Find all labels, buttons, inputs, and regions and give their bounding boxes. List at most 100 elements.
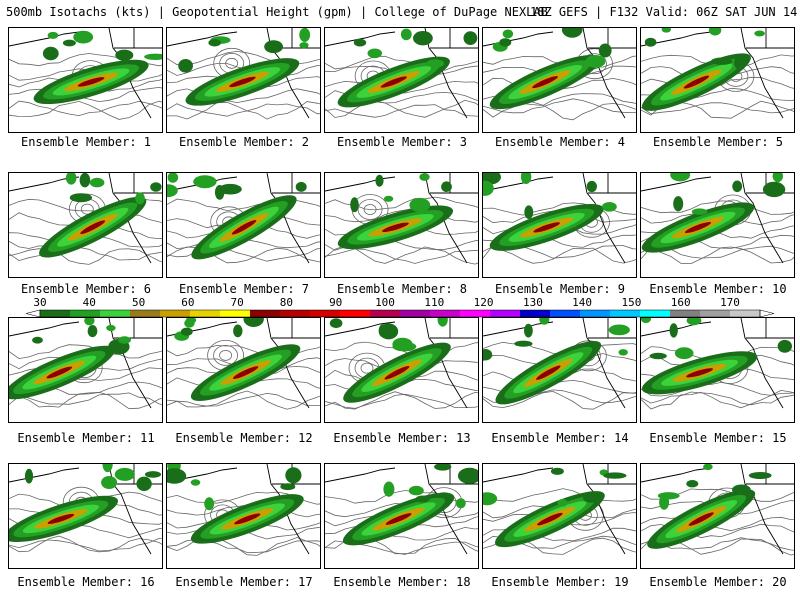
isotach-jet (489, 28, 612, 110)
isotach-jet (9, 464, 162, 543)
colorbar-segment (610, 310, 641, 317)
isotach-jet (641, 28, 765, 111)
isotach-jet (33, 30, 162, 105)
colorbar-segment (400, 310, 431, 317)
isotach-jet (337, 173, 454, 250)
colorbar-segment (70, 310, 101, 317)
isotach-jet (178, 28, 311, 106)
colorbar-segment (520, 310, 551, 317)
colorbar-outline (39, 309, 761, 318)
ensemble-member-map-3 (324, 27, 479, 133)
colorbar-segment (130, 310, 161, 317)
ensemble-member-caption-14: Ensemble Member: 14 (491, 431, 629, 445)
ensemble-member-caption-16: Ensemble Member: 16 (17, 575, 155, 589)
coastline-borders (641, 318, 794, 409)
isotach-jet (647, 464, 772, 549)
colorbar-segment (460, 310, 491, 317)
colorbar-tick-label: 70 (230, 296, 244, 309)
ensemble-member-map-8 (324, 172, 479, 278)
colorbar-segment (670, 310, 701, 317)
isotach-jet (329, 318, 451, 403)
header-right-title: 18Z GEFS | F132 Valid: 06Z SAT JUN 14 20… (530, 5, 798, 19)
member-map-graphic (9, 28, 162, 120)
ensemble-member-map-11 (8, 317, 163, 423)
colorbar-tick-label: 130 (522, 296, 543, 309)
colorbar-tick-label: 50 (131, 296, 146, 309)
ensemble-member-caption-12: Ensemble Member: 12 (175, 431, 313, 445)
ensemble-member-caption-10: Ensemble Member: 10 (649, 282, 787, 296)
colorbar-segment (730, 310, 761, 317)
member-map-graphic (641, 173, 794, 265)
colorbar-segment (280, 310, 311, 317)
isotach-jet (39, 173, 162, 258)
ensemble-member-map-18 (324, 463, 479, 569)
isotach-jet (483, 467, 627, 548)
colorbar-segment (700, 310, 731, 317)
colorbar-segment (490, 310, 521, 317)
ensemble-member-map-1 (8, 27, 163, 133)
isotach-colorbar: 30 40 50 60 70 80 90 100 110 120 130 140 150 160 170 (0, 296, 800, 320)
ensemble-member-caption-11: Ensemble Member: 11 (17, 431, 155, 445)
colorbar-tick-label: 120 (473, 296, 494, 309)
ensemble-member-caption-18: Ensemble Member: 18 (333, 575, 471, 589)
header-left-title: 500mb Isotachs (kts) | Geopotential Heig… (6, 5, 548, 19)
ensemble-member-caption-9: Ensemble Member: 9 (494, 282, 626, 296)
ensemble-member-caption-1: Ensemble Member: 1 (20, 135, 152, 149)
ensemble-member-map-4 (482, 27, 637, 133)
colorbar-tick-label: 160 (670, 296, 691, 309)
ensemble-member-caption-7: Ensemble Member: 7 (178, 282, 310, 296)
colorbar-segment (580, 310, 611, 317)
ensemble-member-map-9 (482, 172, 637, 278)
ensemble-member-map-7 (166, 172, 321, 278)
ensemble-member-caption-15: Ensemble Member: 15 (649, 431, 787, 445)
ensemble-member-caption-4: Ensemble Member: 4 (494, 135, 626, 149)
colorbar-left-arrow (25, 309, 41, 318)
ensemble-member-caption-17: Ensemble Member: 17 (175, 575, 313, 589)
colorbar-tick-label: 150 (621, 296, 642, 309)
colorbar-segment (160, 310, 191, 317)
ensemble-member-caption-2: Ensemble Member: 2 (178, 135, 310, 149)
member-map-graphic (167, 28, 320, 120)
ensemble-member-map-5 (640, 27, 795, 133)
colorbar-segment (550, 310, 581, 317)
colorbar-segment (250, 310, 281, 317)
ensemble-member-map-6 (8, 172, 163, 278)
isotach-jet (483, 318, 630, 405)
colorbar-segment (40, 310, 71, 317)
ensemble-member-caption-5: Ensemble Member: 5 (652, 135, 784, 149)
colorbar-tick-label: 90 (329, 296, 343, 309)
colorbar-segment (340, 310, 371, 317)
colorbar-tick-label: 110 (424, 296, 445, 309)
colorbar-segment (310, 310, 341, 317)
colorbar-segment (370, 310, 401, 317)
coastline-borders (641, 28, 794, 119)
ensemble-member-map-17 (166, 463, 321, 569)
ensemble-member-caption-20: Ensemble Member: 20 (649, 575, 787, 589)
ensemble-member-caption-13: Ensemble Member: 13 (333, 431, 471, 445)
member-map-graphic (641, 464, 794, 556)
ensemble-member-caption-8: Ensemble Member: 8 (336, 282, 468, 296)
coastline-borders (325, 173, 478, 264)
coastline-borders (325, 28, 478, 119)
member-map-graphic (483, 464, 636, 555)
colorbar-segment (190, 310, 221, 317)
colorbar-segment (220, 310, 251, 317)
member-map-graphic (167, 318, 320, 410)
isotach-jet (641, 318, 792, 395)
coastline-borders (483, 173, 636, 264)
coastline-borders (325, 318, 478, 409)
coastline-borders (325, 464, 478, 555)
ensemble-member-map-19 (482, 463, 637, 569)
member-map-graphic (167, 464, 320, 556)
member-map-graphic (641, 28, 794, 119)
member-map-graphic (9, 173, 162, 265)
colorbar-segment (640, 310, 671, 317)
member-map-graphic (9, 464, 162, 555)
colorbar-tick-label: 30 (33, 296, 47, 309)
member-map-graphic (325, 173, 478, 265)
isotach-jet (483, 173, 617, 251)
isotach-jet (167, 464, 304, 544)
member-map-graphic (483, 28, 636, 121)
ensemble-member-map-12 (166, 317, 321, 423)
coastline-borders (483, 464, 636, 555)
